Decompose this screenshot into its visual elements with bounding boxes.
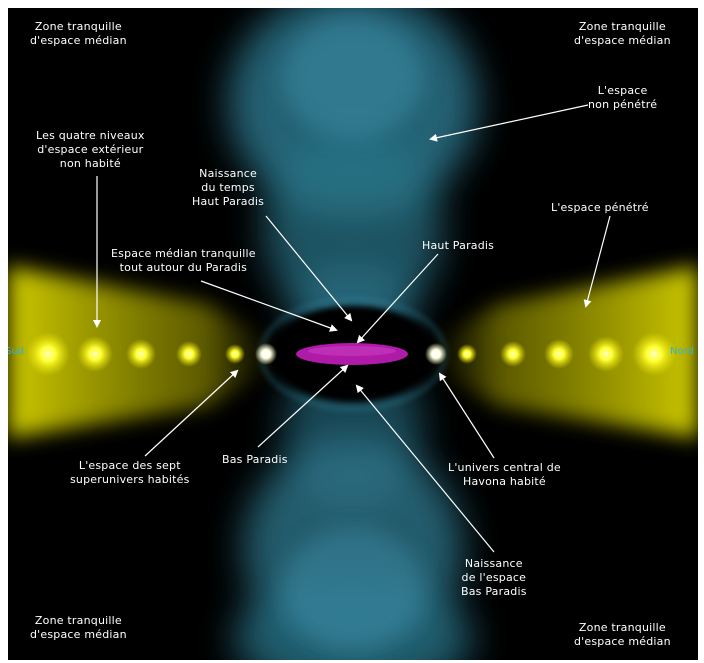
orb-north-2: [588, 336, 624, 372]
arrow-unpenetrated: [429, 104, 589, 142]
arrow-birth-time: [265, 215, 353, 322]
arrow-birth-space: [355, 384, 495, 553]
orb-north-3: [544, 339, 574, 369]
orb-south-3: [126, 339, 156, 369]
orb-north-1: [632, 332, 676, 376]
superuniverse-orbs: [26, 332, 676, 376]
havona-orb-right: [425, 343, 447, 365]
label-birth-of-space: Naissance de l'espace Bas Paradis: [461, 557, 527, 598]
arrow-havona: [438, 372, 495, 459]
unpenetrated-space-core: [283, 18, 423, 648]
label-south: Sud: [8, 346, 25, 357]
arrow-upper-paradise: [356, 253, 439, 344]
orb-south-5: [225, 344, 245, 364]
label-havona: L'univers central de Havona habité: [448, 461, 561, 488]
label-unpenetrated-space: L'espace non pénétré: [588, 84, 658, 111]
arrow-superuniverses: [144, 369, 239, 457]
label-penetrated-space: L'espace pénétré: [551, 201, 649, 214]
label-corner-top-left: Zone tranquille d'espace médian: [30, 20, 127, 47]
label-seven-superuniverses: L'espace des sept superunivers habités: [70, 459, 190, 486]
label-upper-paradise: Haut Paradis: [422, 239, 495, 252]
label-corner-bottom-left: Zone tranquille d'espace médian: [30, 614, 127, 641]
orb-north-5: [457, 344, 477, 364]
label-north: Nord: [670, 346, 694, 357]
label-corner-bottom-right: Zone tranquille d'espace médian: [574, 621, 671, 648]
orb-south-1: [26, 332, 70, 376]
label-outer-space-levels: Les quatre niveaux d'espace extérieur no…: [36, 129, 145, 170]
arrow-midspace: [200, 280, 338, 332]
orb-north-4: [500, 341, 526, 367]
arrow-penetrated: [583, 215, 611, 308]
label-corner-top-right: Zone tranquille d'espace médian: [574, 20, 671, 47]
label-birth-of-time: Naissance du temps Haut Paradis: [192, 167, 265, 208]
orb-south-2: [77, 336, 113, 372]
label-lower-paradise: Bas Paradis: [222, 453, 288, 466]
arrows: [93, 104, 611, 553]
label-midspace-around-paradise: Espace médian tranquille tout autour du …: [111, 247, 256, 274]
diagram-canvas: Zone tranquille d'espace médian Zone tra…: [8, 8, 698, 660]
havona-orb-left: [255, 343, 277, 365]
arrow-lower-paradise: [257, 364, 349, 448]
diagram-graphics: [8, 8, 698, 660]
orb-south-4: [176, 341, 202, 367]
